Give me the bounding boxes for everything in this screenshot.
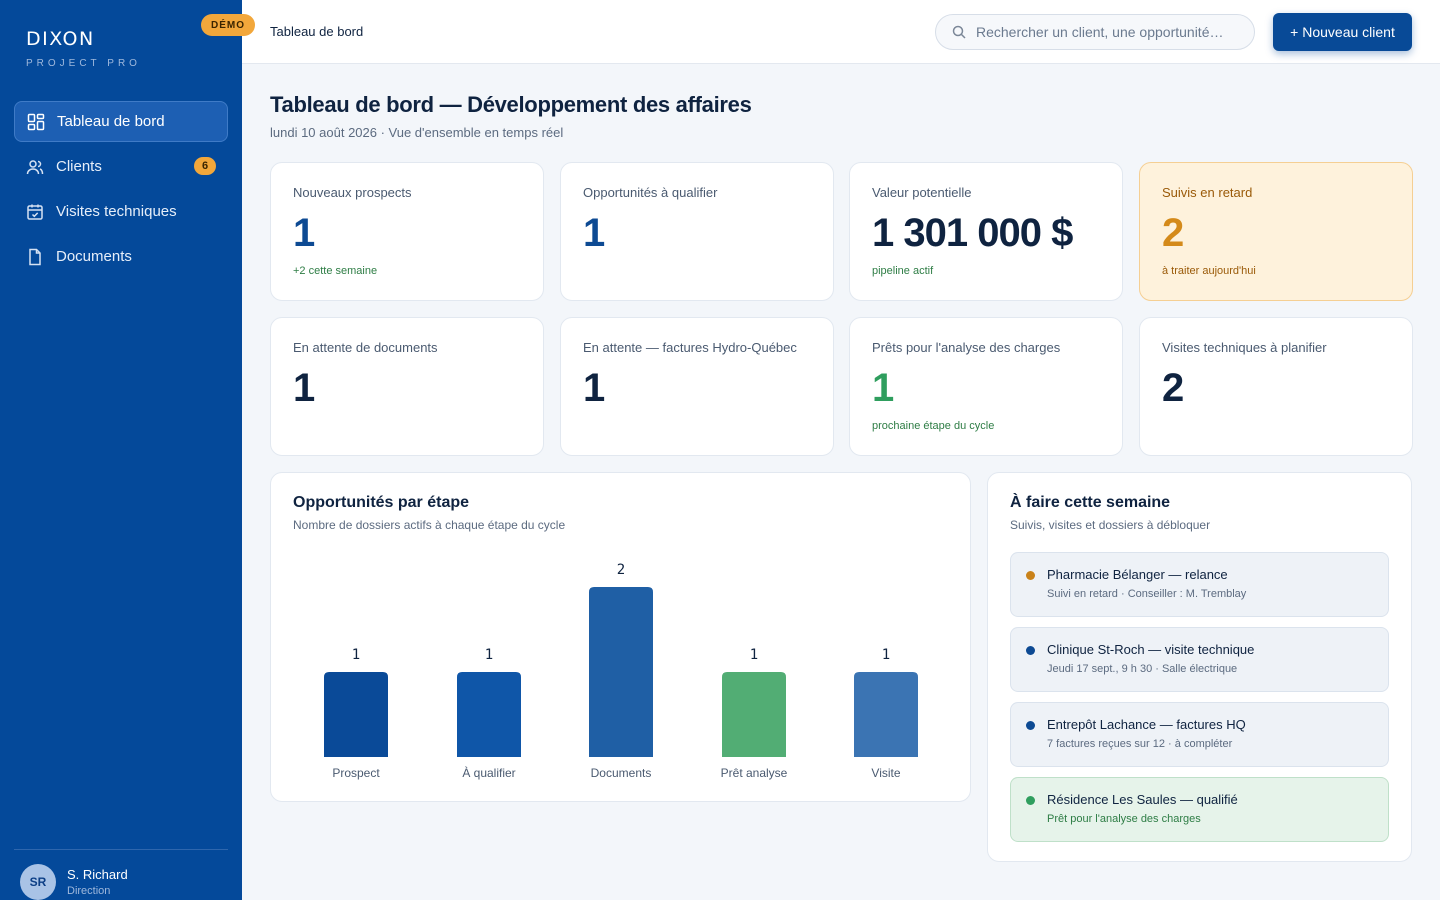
sidebar-item-label: Clients [56,158,102,175]
chart-card: 1 Prospect 1 À qualifier 2 Documents 1 Prêt ana… [270,472,971,802]
bar-value-label: 1 [352,647,360,663]
calendar-check-icon [26,203,44,221]
bar-visite[interactable] [854,672,918,757]
bar-prospect[interactable] [324,672,388,757]
sidebar-item-label: Visites techniques [56,203,177,220]
status-dot [1026,721,1035,730]
todo-card: À faire cette semaine Suivis, visites et… [987,472,1412,862]
bar-value-label: 2 [617,562,625,578]
bar-documents[interactable] [589,587,653,757]
stat-label: Prêts pour l'analyse des charges [872,340,1061,355]
stat-card-visits-to-plan[interactable]: Visites techniques à planifier 2 [1139,317,1413,456]
stat-value: 1 [293,211,315,255]
stat-label: Opportunités à qualifier [583,185,718,200]
stat-value: 1 301 000 $ [872,211,1073,255]
stat-note: à traiter aujourd'hui [1162,265,1256,277]
todo-item-detail: Jeudi 17 sept., 9 h 30 · Salle électriqu… [1047,663,1238,675]
sidebar-item-documents[interactable]: Documents [14,236,228,277]
chart-title: Opportunités par étape [293,494,470,511]
sidebar-item-dashboard[interactable]: Tableau de bord [14,101,228,142]
stat-card-to-qualify[interactable]: Opportunités à qualifier 1 [560,162,834,301]
dashboard-icon [27,113,45,131]
stat-value: 1 [872,366,894,410]
todo-subtitle: Suivis, visites et dossiers à débloquer [1010,518,1211,532]
brand-subtitle: PROJECT PRO [26,58,141,69]
todo-title: À faire cette semaine [1010,494,1171,511]
stat-value: 1 [583,211,605,255]
stat-note: pipeline actif [872,265,934,277]
page-subtitle: lundi 10 août 2026 · Vue d'ensemble en t… [270,125,564,140]
stat-value: 2 [1162,366,1184,410]
chart-subtitle: Nombre de dossiers actifs à chaque étape… [293,518,566,532]
todo-item-title: Résidence Les Saules — qualifié [1047,792,1238,807]
new-client-button[interactable]: + Nouveau client [1273,13,1412,51]
x-tick-label: Prospect [332,766,380,780]
todo-item-detail: 7 factures reçues sur 12 · à compléter [1047,738,1233,750]
todo-item-pharmacie[interactable]: Pharmacie Bélanger — relance Suivi en re… [1010,552,1389,617]
stat-card-overdue[interactable]: Suivis en retard 2 à traiter aujourd'hui [1139,162,1413,301]
stat-value: 1 [583,366,605,410]
bar--qualifier[interactable] [457,672,521,757]
stat-card-ready-analysis[interactable]: Prêts pour l'analyse des charges 1 proch… [849,317,1123,456]
sidebar-item-visits[interactable]: Visites techniques [14,191,228,232]
todo-item-detail: Suivi en retard · Conseiller : M. Trembl… [1047,588,1247,600]
brand-name: DIXON [26,28,95,50]
todo-item-title: Pharmacie Bélanger — relance [1047,567,1228,582]
search-icon [952,25,966,39]
status-dot [1026,571,1035,580]
todo-item-entrepot[interactable]: Entrepôt Lachance — factures HQ 7 factur… [1010,702,1389,767]
stat-label: En attente de documents [293,340,438,355]
sidebar-nav: Tableau de bord Clients 6 Visites techni… [14,101,228,281]
sidebar-item-clients[interactable]: Clients 6 [14,146,228,187]
document-icon [26,248,44,266]
avatar: SR [20,864,56,900]
stat-label: Suivis en retard [1162,185,1253,200]
stat-card-new-prospects[interactable]: Nouveaux prospects 1 +2 cette semaine [270,162,544,301]
stat-note: prochaine étape du cycle [872,420,995,432]
status-dot [1026,646,1035,655]
stat-value: 2 [1162,211,1184,255]
bar-value-label: 1 [485,647,493,663]
x-tick-label: Prêt analyse [721,766,788,780]
clients-count-badge: 6 [194,157,216,175]
sidebar: DIXON PROJECT PRO Tableau de bord Client… [0,0,242,900]
stat-label: En attente — factures Hydro-Québec [583,340,797,355]
stat-card-awaiting-documents[interactable]: En attente de documents 1 [270,317,544,456]
bar-value-label: 1 [750,647,758,663]
x-tick-label: Documents [591,766,652,780]
bar-pr-t-analyse[interactable] [722,672,786,757]
todo-item-title: Entrepôt Lachance — factures HQ [1047,717,1246,732]
bar-chart: 1 Prospect 1 À qualifier 2 Documents 1 Prêt ana… [324,562,918,780]
sidebar-item-label: Documents [56,248,132,265]
search-box[interactable] [935,14,1255,50]
stat-label: Visites techniques à planifier [1162,340,1327,355]
breadcrumb: Tableau de bord [270,24,364,39]
sidebar-divider [14,849,228,850]
search-input[interactable] [976,24,1236,40]
sidebar-item-label: Tableau de bord [57,113,165,130]
bar-value-label: 1 [882,647,890,663]
demo-badge: DÉMO [201,14,255,36]
stat-card-potential-value[interactable]: Valeur potentielle 1 301 000 $ pipeline … [849,162,1123,301]
status-dot [1026,796,1035,805]
brand[interactable]: DIXON PROJECT PRO [26,28,141,69]
todo-item-clinique[interactable]: Clinique St-Roch — visite technique Jeud… [1010,627,1389,692]
page-title: Tableau de bord — Développement des affa… [270,92,752,117]
user-profile[interactable]: SR S. Richard Direction [20,864,128,900]
users-icon [26,158,44,176]
todo-item-detail: Prêt pour l'analyse des charges [1047,813,1201,825]
user-role: Direction [67,885,111,897]
stat-label: Valeur potentielle [872,185,972,200]
stat-card-awaiting-hq-bills[interactable]: En attente — factures Hydro-Québec 1 [560,317,834,456]
topbar: Tableau de bord + Nouveau client [242,0,1440,64]
stat-note: +2 cette semaine [293,265,378,277]
todo-item-title: Clinique St-Roch — visite technique [1047,642,1255,657]
x-tick-label: À qualifier [462,765,515,780]
stat-value: 1 [293,366,315,410]
x-tick-label: Visite [871,766,900,780]
stat-label: Nouveaux prospects [293,185,412,200]
todo-item-residence[interactable]: Résidence Les Saules — qualifié Prêt pou… [1010,777,1389,842]
user-name: S. Richard [67,867,128,882]
